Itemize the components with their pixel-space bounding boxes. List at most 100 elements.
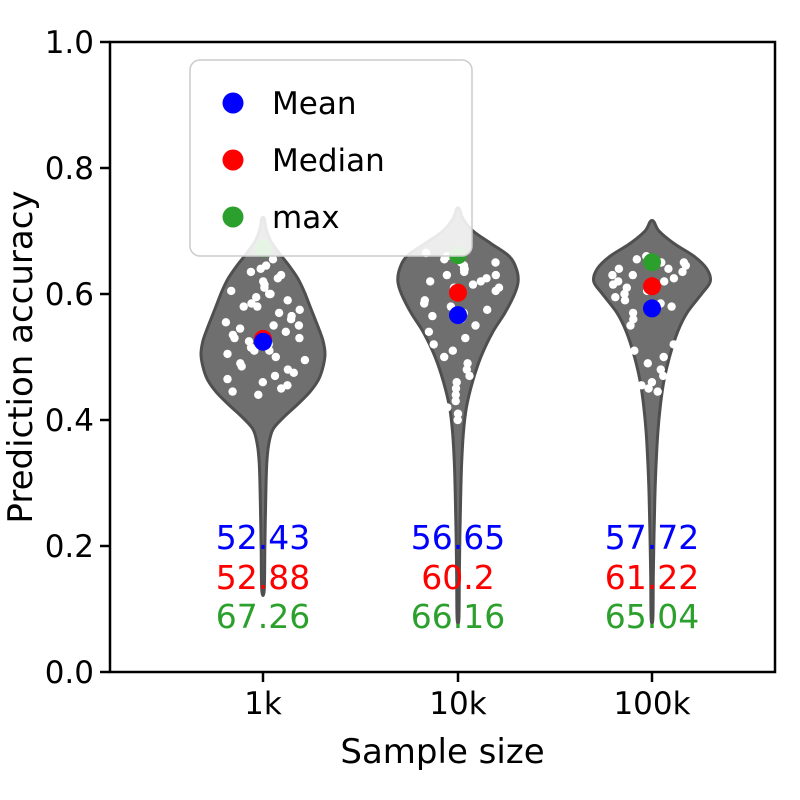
data-point bbox=[442, 270, 452, 280]
mean-marker-1k bbox=[254, 332, 272, 351]
data-point bbox=[483, 305, 492, 314]
data-point bbox=[468, 280, 478, 289]
median-value-label-100k: 61.22 bbox=[605, 558, 699, 597]
data-point bbox=[659, 352, 668, 362]
median-marker-10k bbox=[449, 283, 467, 302]
data-point bbox=[230, 333, 239, 343]
data-point bbox=[256, 264, 265, 273]
x-tick-label-100k: 100k bbox=[613, 686, 690, 722]
max-marker-100k bbox=[643, 253, 661, 272]
data-point bbox=[463, 359, 472, 368]
data-point bbox=[273, 274, 282, 283]
data-point bbox=[250, 346, 259, 355]
data-point bbox=[626, 321, 635, 330]
data-point bbox=[266, 289, 275, 299]
mean-value-label-10k: 56.65 bbox=[411, 518, 505, 557]
data-point bbox=[608, 270, 617, 280]
y-tick-label-1.0: 1.0 bbox=[45, 25, 94, 61]
data-point bbox=[453, 409, 463, 418]
data-point bbox=[252, 293, 261, 302]
max-value-label-1k: 67.26 bbox=[216, 597, 310, 636]
data-point bbox=[465, 371, 474, 381]
data-point bbox=[681, 261, 690, 270]
data-point bbox=[678, 267, 687, 277]
legend-label-median: Median bbox=[272, 143, 385, 179]
y-tick-label-0.0: 0.0 bbox=[45, 655, 94, 691]
legend-label-max: max bbox=[272, 200, 340, 236]
data-point bbox=[254, 390, 263, 399]
data-point bbox=[452, 378, 461, 387]
data-point bbox=[294, 321, 304, 330]
data-point bbox=[460, 267, 469, 277]
data-point bbox=[420, 299, 429, 308]
data-point bbox=[629, 315, 638, 324]
axes: 0.0 0.2 0.4 0.6 0.8 1.0 1k 10k 100k Sample size Pr… bbox=[1, 25, 777, 772]
data-point bbox=[653, 387, 662, 396]
data-point bbox=[270, 371, 280, 381]
data-point bbox=[223, 374, 232, 384]
data-point bbox=[660, 277, 669, 286]
mean-value-label-1k: 52.43 bbox=[216, 518, 310, 557]
data-point bbox=[228, 387, 237, 396]
strip-points-100k bbox=[608, 252, 690, 507]
data-point bbox=[258, 378, 267, 387]
data-point bbox=[269, 321, 278, 330]
data-point bbox=[235, 324, 245, 333]
data-point bbox=[253, 302, 262, 311]
data-point bbox=[620, 296, 630, 305]
max-value-label-10k: 66.16 bbox=[411, 597, 505, 636]
mean-marker-10k bbox=[449, 306, 467, 325]
data-point bbox=[281, 327, 290, 336]
data-point bbox=[614, 264, 624, 273]
data-point bbox=[659, 371, 668, 381]
data-point bbox=[246, 267, 256, 277]
data-point bbox=[451, 396, 460, 406]
legend-swatch-mean bbox=[222, 92, 244, 114]
x-tick-label-1k: 1k bbox=[244, 686, 282, 722]
mean-marker-100k bbox=[643, 299, 661, 318]
y-tick-label-0.2: 0.2 bbox=[45, 529, 94, 565]
data-point bbox=[283, 381, 292, 390]
data-point bbox=[295, 305, 304, 314]
y-tick-label-0.6: 0.6 bbox=[45, 277, 94, 313]
data-point bbox=[656, 365, 665, 374]
median-marker-100k bbox=[643, 277, 661, 296]
data-point bbox=[451, 384, 461, 393]
data-point bbox=[274, 308, 284, 318]
data-point bbox=[667, 302, 676, 311]
data-point bbox=[283, 296, 292, 305]
strip-points-1k bbox=[221, 255, 310, 399]
data-point bbox=[277, 384, 286, 393]
data-point bbox=[644, 384, 653, 393]
data-point bbox=[271, 352, 280, 362]
data-point bbox=[620, 289, 629, 299]
data-point bbox=[223, 349, 232, 359]
data-point bbox=[461, 333, 470, 343]
data-point bbox=[440, 352, 449, 362]
y-tick-label-0.4: 0.4 bbox=[45, 403, 94, 439]
data-point bbox=[628, 270, 637, 280]
data-point bbox=[664, 264, 673, 273]
data-point bbox=[429, 340, 438, 349]
median-value-label-1k: 52.88 bbox=[216, 558, 310, 597]
data-point bbox=[628, 308, 638, 318]
legend-label-mean: Mean bbox=[272, 86, 356, 122]
data-point bbox=[491, 270, 500, 280]
data-point bbox=[491, 286, 500, 296]
legend: Mean Median max bbox=[189, 59, 473, 257]
data-point bbox=[647, 378, 657, 387]
data-point bbox=[669, 340, 678, 349]
data-point bbox=[428, 311, 437, 321]
data-point bbox=[476, 277, 485, 286]
data-point bbox=[286, 315, 296, 324]
y-axis-label: Prediction accuracy bbox=[1, 190, 41, 523]
data-point bbox=[221, 318, 231, 327]
median-value-label-10k: 60.2 bbox=[421, 558, 494, 597]
data-point bbox=[637, 381, 646, 390]
data-point bbox=[632, 255, 641, 264]
data-point bbox=[630, 346, 639, 355]
